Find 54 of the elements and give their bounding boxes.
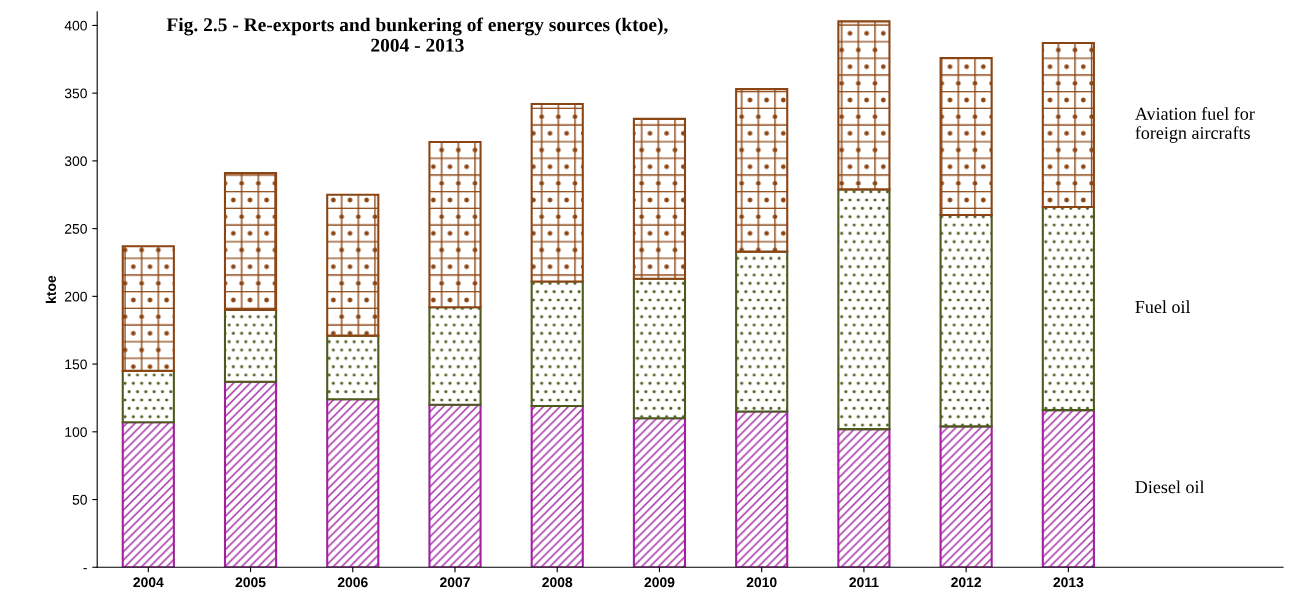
bar (1041, 409, 1095, 568)
x-tick-label: 2006 (337, 577, 368, 588)
x-tick-label: 2011 (849, 577, 879, 588)
y-tick-label: 400 (64, 20, 87, 31)
bar (326, 193, 380, 337)
bar (632, 277, 687, 420)
text: Aviation fuel for foreign aircrafts (1134, 107, 1255, 143)
bar (428, 403, 482, 568)
bar (428, 306, 482, 406)
y-tick-label: 150 (65, 359, 87, 370)
y-tick-label: - (83, 568, 87, 570)
bar (939, 56, 993, 217)
x-tick-label: 2007 (440, 577, 470, 588)
bar (735, 250, 789, 413)
text: Diesel oil (1135, 480, 1205, 494)
bar (121, 421, 175, 568)
bar (735, 88, 789, 253)
x-tick-label: 2010 (746, 577, 777, 588)
x-tick-label: 2013 (1053, 577, 1084, 588)
bar (632, 417, 687, 568)
x-tick-label: 2012 (951, 577, 982, 588)
bar (121, 245, 175, 372)
x-tick-label: 2004 (133, 577, 164, 588)
y-tick-label: 200 (65, 291, 87, 302)
bar (530, 405, 584, 568)
bar (326, 334, 380, 401)
bar (223, 308, 278, 383)
bar (428, 140, 482, 309)
bar (223, 172, 278, 311)
bar (735, 410, 789, 568)
bar (1041, 205, 1095, 412)
y-tick-label: 250 (65, 223, 87, 234)
bar (939, 214, 993, 428)
bar (1041, 42, 1095, 208)
y-axis-title: ktoe (45, 275, 57, 303)
bar (939, 425, 993, 568)
bar (632, 117, 687, 280)
bar (121, 369, 175, 424)
text: Fuel oil (1135, 300, 1191, 314)
x-tick-label: 2005 (235, 577, 266, 588)
bar (530, 280, 584, 408)
x-tick-label: 2009 (644, 577, 675, 588)
y-tick-label: 300 (64, 156, 87, 167)
bar (326, 398, 380, 568)
y-tick-label: 350 (64, 88, 87, 99)
text: Fig. 2.5 - Re-exports and bunkering of energy sources (ktoe), 2004 - 2013 (166, 17, 668, 52)
bar (837, 188, 891, 431)
y-tick-label: 50 (72, 494, 87, 505)
bar (223, 380, 278, 568)
y-tick-label: 100 (65, 427, 87, 437)
bar (530, 102, 584, 283)
x-tick-label: 2008 (542, 577, 573, 588)
bar (837, 20, 891, 191)
bar (837, 428, 891, 568)
